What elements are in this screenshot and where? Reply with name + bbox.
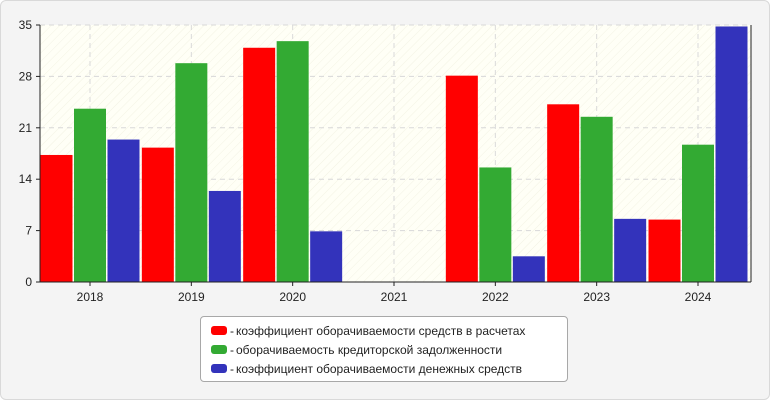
axes — [39, 25, 752, 283]
legend-swatch — [211, 345, 227, 354]
x-tick-label: 2022 — [482, 290, 509, 304]
x-tick-label: 2021 — [381, 290, 408, 304]
bar — [479, 167, 512, 282]
bar — [175, 63, 208, 282]
x-tick-label: 2019 — [178, 290, 205, 304]
bar — [243, 47, 276, 283]
y-tick-label: 28 — [19, 69, 33, 83]
bar — [141, 147, 174, 282]
x-tick-label: 2018 — [77, 290, 104, 304]
bar — [614, 218, 647, 282]
y-axis-ticks: 0 7 14 21 28 35 — [19, 18, 40, 289]
x-axis-ticks: 2018 2019 2020 2021 2022 2023 2024 — [77, 282, 712, 304]
bar — [648, 219, 681, 282]
legend-label: коэффициент оборачиваемости средств в ра… — [236, 323, 526, 338]
legend-item: - коэффициент оборачиваемости средств в … — [211, 321, 567, 340]
legend-label: коэффициент оборачиваемости денежных сре… — [236, 361, 523, 376]
x-tick-label: 2023 — [583, 290, 610, 304]
bar — [445, 75, 478, 282]
bar — [547, 104, 580, 282]
bar — [512, 256, 545, 282]
bar — [107, 139, 140, 282]
x-tick-label: 2024 — [685, 290, 712, 304]
y-tick-label: 0 — [25, 275, 32, 289]
bar — [40, 154, 73, 282]
bar — [208, 190, 241, 282]
bar — [715, 26, 748, 283]
legend-item: - оборачиваемость кредиторской задолженн… — [211, 340, 567, 359]
legend-dash: - — [230, 361, 234, 376]
x-tick-label: 2020 — [279, 290, 306, 304]
legend-dash: - — [230, 342, 234, 357]
bar — [682, 144, 714, 282]
y-tick-label: 21 — [19, 121, 33, 135]
legend-swatch — [211, 364, 227, 373]
y-tick-label: 7 — [25, 224, 32, 238]
bar — [580, 116, 613, 283]
bar — [310, 231, 343, 282]
bar — [74, 108, 106, 282]
legend: - коэффициент оборачиваемости средств в … — [200, 316, 568, 382]
legend-item: - коэффициент оборачиваемости денежных с… — [211, 359, 567, 378]
y-tick-label: 35 — [19, 18, 33, 32]
legend-swatch — [211, 326, 227, 335]
legend-dash: - — [230, 323, 234, 338]
bar — [276, 41, 309, 283]
legend-label: оборачиваемость кредиторской задолженнос… — [236, 342, 503, 357]
bars — [40, 26, 748, 283]
y-tick-label: 14 — [19, 172, 33, 186]
